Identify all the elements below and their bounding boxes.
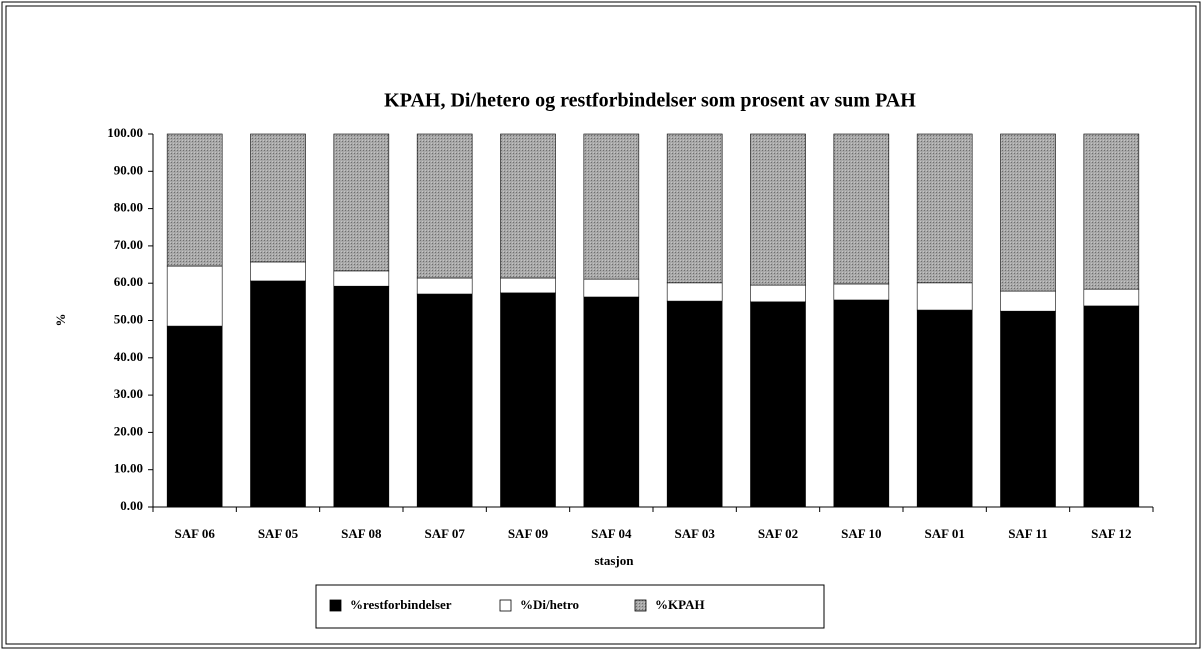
bar-segment: [1083, 288, 1140, 307]
y-tick-label: 70.00: [114, 237, 143, 252]
legend-swatch: [634, 599, 647, 612]
bar-segment: [1000, 290, 1056, 312]
bar-segment: [1083, 305, 1140, 508]
legend-label: %KPAH: [655, 597, 705, 612]
y-axis-label: %: [53, 314, 68, 327]
y-tick-label: 20.00: [114, 423, 143, 438]
x-tick-label: SAF 01: [925, 526, 965, 541]
y-tick-label: 50.00: [114, 311, 143, 326]
bar-segment: [666, 133, 723, 284]
x-tick-label: SAF 08: [341, 526, 382, 541]
y-tick-label: 100.00: [107, 125, 143, 140]
bar-segment: [916, 309, 973, 508]
bar-segment: [666, 300, 723, 508]
bar-segment: [833, 299, 890, 508]
chart-title: KPAH, Di/hetero og restforbindelser som …: [384, 90, 916, 112]
x-tick-label: SAF 12: [1091, 526, 1131, 541]
bar-segment: [500, 277, 556, 294]
y-tick-label: 80.00: [114, 200, 143, 215]
bar-segment: [333, 133, 390, 272]
y-tick-label: 0.00: [120, 498, 143, 513]
bar-segment: [416, 293, 473, 508]
frame-inner: [5, 5, 1197, 645]
bar-segment: [250, 261, 306, 282]
x-tick-label: SAF 11: [1008, 526, 1048, 541]
y-tick-label: 90.00: [114, 162, 143, 177]
x-tick-label: SAF 04: [591, 526, 632, 541]
bar-segment: [750, 133, 806, 286]
bar-segment: [583, 133, 640, 280]
x-tick-label: SAF 05: [258, 526, 299, 541]
bar-segment: [333, 285, 390, 508]
x-tick-label: SAF 10: [841, 526, 881, 541]
legend-swatch: [499, 599, 512, 612]
bar-segment: [833, 283, 890, 301]
bar-segment: [833, 133, 890, 285]
bar-segment: [583, 278, 640, 298]
y-tick-label: 30.00: [114, 386, 143, 401]
x-tick-label: SAF 07: [425, 526, 466, 541]
bar-segment: [166, 133, 223, 267]
bar-segment: [750, 284, 806, 303]
legend-swatch: [329, 599, 342, 612]
bar-segment: [1083, 133, 1140, 290]
legend-label: %Di/hetro: [520, 597, 579, 612]
bar-segment: [666, 282, 723, 302]
x-tick-label: SAF 06: [175, 526, 216, 541]
legend-box: [315, 584, 825, 629]
bar-segment: [916, 282, 973, 311]
bar-segment: [583, 296, 640, 508]
bar-segment: [416, 277, 473, 295]
bar-segment: [1000, 310, 1056, 508]
bar-segment: [750, 301, 806, 508]
bar-segment: [333, 270, 390, 287]
bar-segment: [250, 133, 306, 263]
legend-label: %restforbindelser: [350, 597, 452, 612]
x-axis-label: stasjon: [594, 553, 634, 568]
y-tick-label: 40.00: [114, 349, 143, 364]
x-tick-label: SAF 03: [675, 526, 716, 541]
bar-segment: [500, 292, 556, 508]
bar-segment: [500, 133, 556, 279]
y-tick-label: 10.00: [114, 461, 143, 476]
bar-segment: [250, 280, 306, 508]
bar-segment: [166, 265, 223, 327]
y-tick-label: 60.00: [114, 274, 143, 289]
x-tick-label: SAF 02: [758, 526, 798, 541]
bar-segment: [1000, 133, 1056, 292]
x-tick-label: SAF 09: [508, 526, 549, 541]
bar-segment: [916, 133, 973, 284]
bar-segment: [166, 325, 223, 508]
bar-segment: [416, 133, 473, 279]
